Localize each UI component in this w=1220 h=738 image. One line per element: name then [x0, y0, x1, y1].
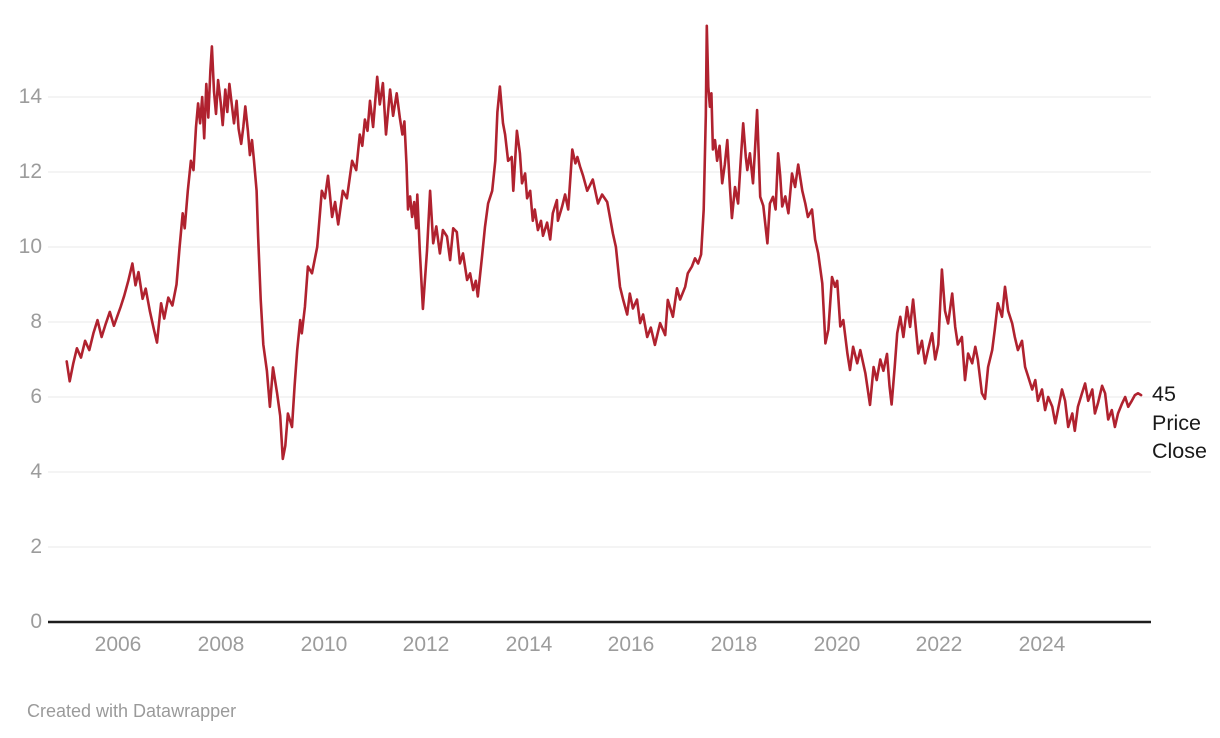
y-axis-tick-label: 14	[18, 85, 42, 108]
x-axis-tick-label: 2012	[402, 633, 450, 656]
y-axis-tick-label: 2	[30, 535, 42, 558]
y-axis-tick-label: 12	[18, 160, 42, 183]
series-end-label: 45 Price Close	[1152, 380, 1207, 466]
y-axis-tick-label: 4	[30, 460, 42, 483]
y-axis-tick-label: 8	[30, 310, 42, 333]
x-axis-tick-label: 2014	[505, 633, 553, 656]
series-end-label-line: Close	[1152, 439, 1207, 463]
series-end-label-line: 45	[1152, 382, 1176, 406]
price-line	[65, 24, 1143, 461]
y-axis-tick-label: 6	[30, 385, 42, 408]
x-axis-tick-label: 2020	[813, 633, 861, 656]
x-axis-tick-label: 2016	[607, 633, 655, 656]
y-axis-tick-label: 10	[18, 235, 42, 258]
x-axis-tick-label: 2022	[915, 633, 963, 656]
x-axis-tick-label: 2024	[1018, 633, 1066, 656]
gridlines	[48, 96, 1151, 548]
x-axis-tick-label: 2010	[300, 633, 348, 656]
datawrapper-attribution-link[interactable]: Created with Datawrapper	[27, 701, 237, 721]
x-axis-tick-label: 2018	[710, 633, 758, 656]
x-axis-tick-label: 2008	[197, 633, 245, 656]
y-axis-tick-label: 0	[30, 610, 42, 633]
x-axis-tick-label: 2006	[94, 633, 142, 656]
series-end-label-line: Price	[1152, 410, 1201, 435]
